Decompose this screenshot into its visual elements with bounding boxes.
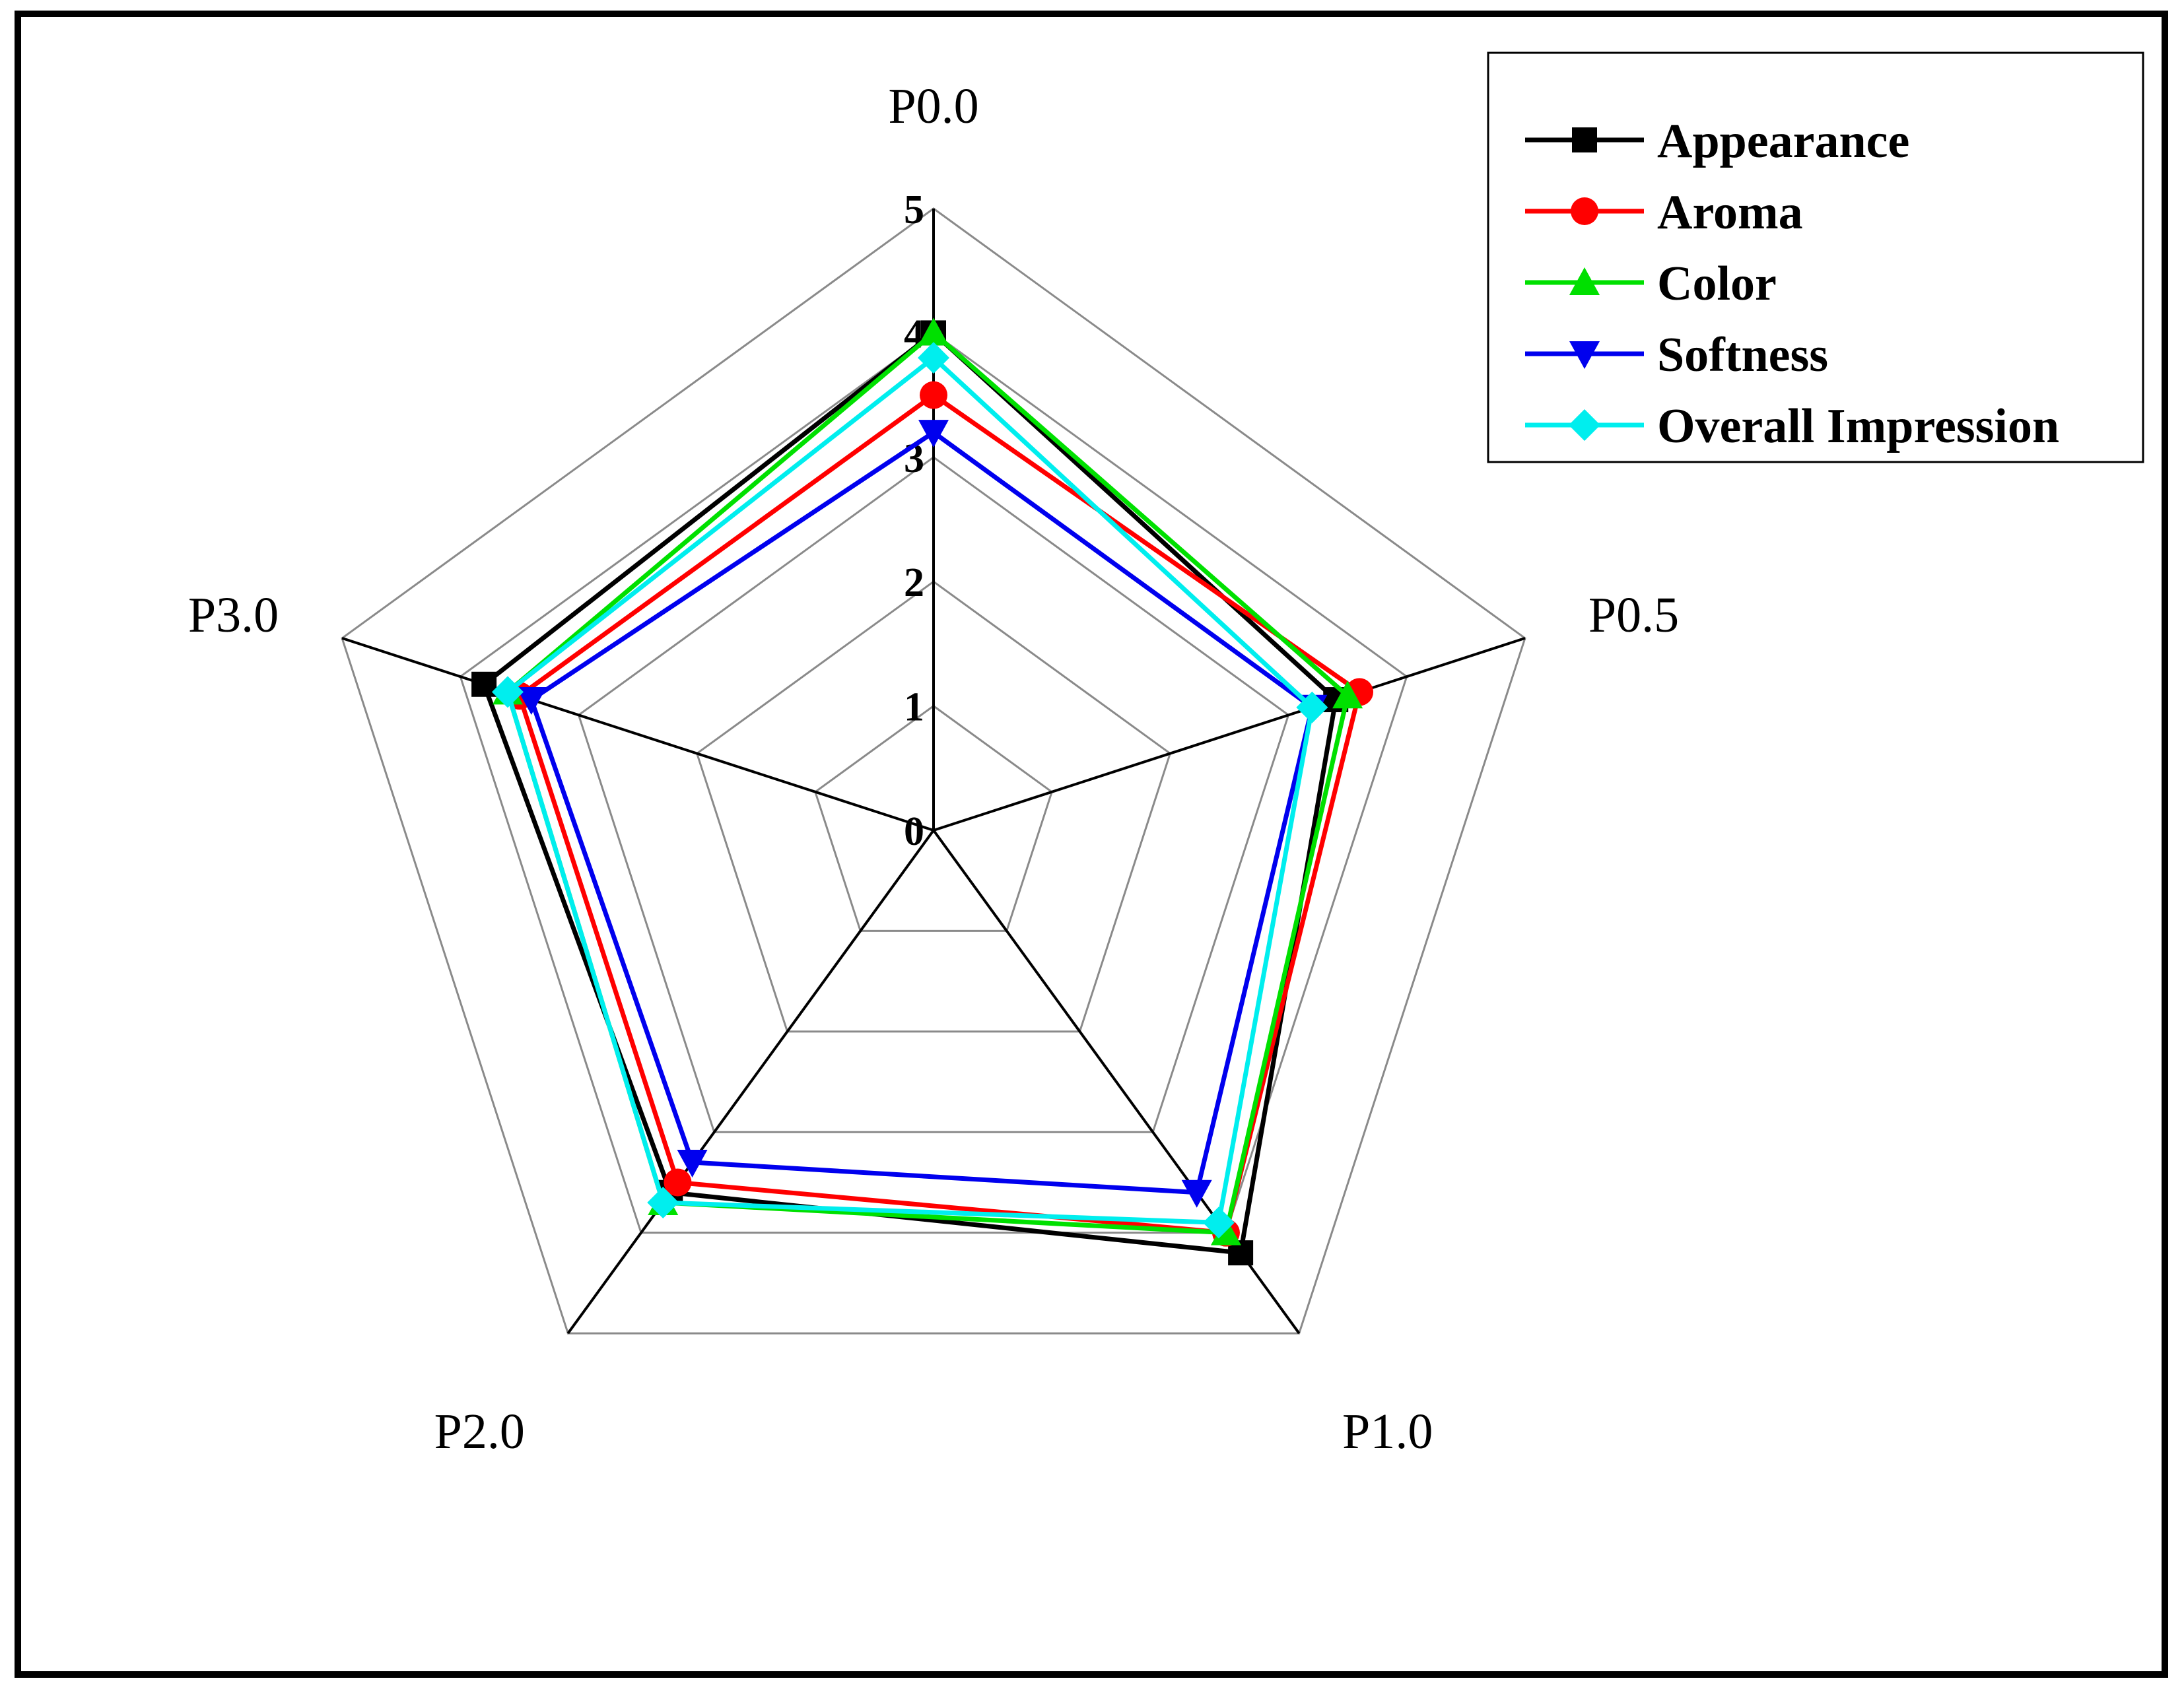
point-overall-impression-p1-0 [1202, 1207, 1235, 1239]
radar-grid [341, 207, 1526, 1335]
point-softness-p0-0 [918, 420, 949, 448]
legend-marker-softness [1569, 341, 1600, 369]
legend-label-overall-impression: Overall Impression [1657, 399, 2059, 453]
tick-label-1: 1 [904, 685, 924, 730]
axis-p2-0 [566, 829, 935, 1335]
point-color-p1-0 [1210, 1217, 1241, 1245]
radar-axes [341, 209, 1526, 1335]
point-aroma-p2-0 [664, 1168, 692, 1197]
series-color [492, 317, 1363, 1245]
point-softness-p3-0 [516, 687, 547, 715]
point-softness-p2-0 [677, 1149, 708, 1177]
legend-marker-overall-impression [1569, 409, 1600, 441]
point-overall-impression-p2-0 [647, 1186, 679, 1218]
series-line-overall-impression [504, 354, 1315, 1226]
grid-ring-5 [341, 207, 1526, 1335]
category-label-p0-0: P0.0 [888, 79, 978, 134]
tick-label-2: 2 [904, 560, 924, 605]
legend: Appearance Aroma Color Softness Overall Impr… [1487, 51, 2144, 463]
point-aroma-p0-0 [920, 381, 947, 409]
series-overall-impression [491, 342, 1328, 1239]
grid-ring-4 [459, 331, 1408, 1234]
legend-label-color: Color [1657, 257, 1777, 311]
legend-label-softness: Softness [1657, 328, 1828, 382]
point-overall-impression-p0-0 [918, 342, 949, 374]
grid-ring-1 [814, 704, 1053, 932]
axis-p3-0 [341, 637, 934, 832]
legend-box [1487, 51, 2144, 463]
tick-label-0: 0 [904, 809, 924, 854]
point-overall-impression-p0-5 [1296, 691, 1328, 723]
category-label-p3-0: P3.0 [188, 587, 279, 643]
series-line-color [504, 329, 1351, 1236]
legend-marker-aroma [1571, 197, 1598, 225]
tick-label-5: 5 [904, 187, 924, 232]
series-line-aroma [516, 392, 1363, 1236]
series-line-softness [528, 429, 1315, 1195]
legend-label-appearance: Appearance [1657, 114, 1909, 168]
legend-marker-appearance [1572, 127, 1597, 152]
data-series [471, 317, 1374, 1266]
axis-p0-5 [933, 637, 1526, 832]
point-softness-p1-0 [1181, 1179, 1212, 1208]
point-overall-impression-p3-0 [491, 676, 524, 708]
category-labels: P0.0 P0.5 P1.0 P2.0 P3.0 [188, 79, 1679, 1459]
point-color-p0-0 [918, 317, 949, 346]
series-softness [516, 420, 1328, 1208]
point-appearance-p3-0 [471, 671, 497, 697]
point-color-p0-5 [1332, 680, 1363, 709]
legend-marker-color [1569, 267, 1600, 295]
category-label-p2-0: P2.0 [434, 1404, 525, 1459]
category-label-p0-5: P0.5 [1588, 587, 1679, 643]
grid-ring-3 [577, 455, 1290, 1133]
grid-ring-2 [695, 580, 1172, 1033]
legend-label-aroma: Aroma [1657, 185, 1803, 240]
category-label-p1-0: P1.0 [1342, 1404, 1433, 1459]
series-line-appearance [481, 329, 1338, 1255]
